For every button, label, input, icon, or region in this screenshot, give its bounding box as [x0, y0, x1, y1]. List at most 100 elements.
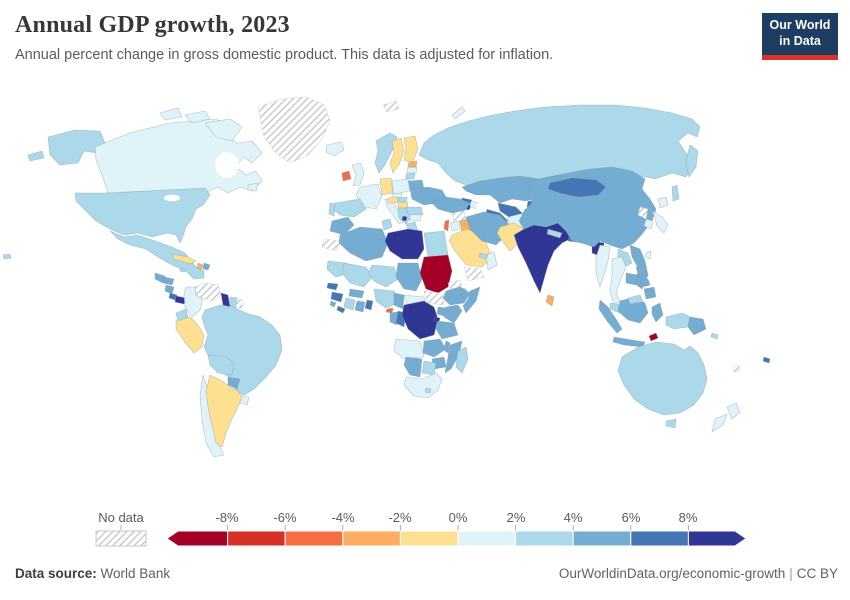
country-aleutians[interactable]: [27, 150, 45, 162]
legend-segment-8[interactable]: [630, 530, 689, 547]
country-niger[interactable]: [367, 264, 399, 288]
legend-segment-6[interactable]: [515, 530, 574, 547]
country-tanzania[interactable]: [435, 320, 459, 340]
country-south-sudan[interactable]: [423, 290, 445, 306]
legend-segment-3[interactable]: [342, 530, 401, 547]
legend-segment-1[interactable]: [227, 530, 286, 547]
country-new-zealand-south[interactable]: [711, 413, 728, 433]
country-honduras[interactable]: [162, 276, 175, 286]
country-slovakia[interactable]: [397, 196, 408, 203]
country-angola[interactable]: [393, 338, 425, 360]
country-taiwan[interactable]: [644, 250, 652, 260]
country-ghana[interactable]: [354, 300, 366, 313]
country-lesotho[interactable]: [424, 387, 432, 394]
country-french-guiana[interactable]: [235, 298, 244, 310]
country-south-korea[interactable]: [643, 218, 654, 230]
country-newfoundland[interactable]: [247, 182, 259, 192]
owid-link[interactable]: OurWorldinData.org/economic-growth: [558, 566, 786, 581]
country-germany[interactable]: [379, 177, 394, 196]
country-greenland[interactable]: [257, 96, 331, 164]
country-panama[interactable]: [174, 295, 187, 305]
country-zambia[interactable]: [422, 338, 447, 358]
country-sulawesi[interactable]: [651, 302, 664, 323]
country-oman[interactable]: [485, 251, 498, 271]
country-costa-rica[interactable]: [168, 292, 178, 301]
country-paraguay[interactable]: [227, 376, 241, 390]
country-romania[interactable]: [405, 206, 424, 216]
country-west-papua[interactable]: [665, 312, 691, 330]
legend-segment-5[interactable]: [457, 530, 517, 547]
country-mali[interactable]: [341, 262, 373, 288]
country-eritrea[interactable]: [447, 279, 463, 290]
country-mexico[interactable]: [109, 230, 205, 280]
country-thailand[interactable]: [609, 256, 627, 306]
country-new-caledonia[interactable]: [732, 364, 741, 373]
country-nepal[interactable]: [546, 228, 563, 239]
country-tasmania[interactable]: [665, 418, 677, 429]
country-guyana[interactable]: [220, 292, 231, 308]
country-poland[interactable]: [391, 178, 411, 195]
country-ivory-coast[interactable]: [343, 297, 356, 311]
country-mongolia[interactable]: [547, 177, 607, 198]
country-austria[interactable]: [387, 196, 399, 204]
no-data-swatch[interactable]: [95, 530, 147, 547]
country-argentina[interactable]: [205, 374, 243, 448]
country-estonia[interactable]: [407, 160, 418, 168]
country-kenya[interactable]: [443, 304, 463, 324]
country-japan-hokkaido[interactable]: [657, 196, 669, 209]
legend-segment-2[interactable]: [284, 530, 344, 547]
country-lithuania[interactable]: [405, 172, 416, 180]
country-ecuador[interactable]: [175, 308, 189, 322]
country-algeria[interactable]: [338, 226, 389, 262]
country-ethiopia[interactable]: [442, 286, 471, 306]
country-ireland[interactable]: [341, 170, 352, 182]
country-egypt[interactable]: [423, 230, 449, 258]
country-australia[interactable]: [617, 341, 708, 416]
country-cameroon[interactable]: [393, 292, 405, 310]
country-liberia[interactable]: [336, 305, 346, 314]
country-finland[interactable]: [403, 135, 419, 164]
country-hawaii[interactable]: [2, 253, 12, 260]
country-spain[interactable]: [332, 198, 367, 218]
country-libya[interactable]: [384, 228, 425, 260]
country-fiji[interactable]: [762, 356, 771, 364]
country-burkina-faso[interactable]: [348, 288, 365, 299]
country-victoria-island[interactable]: [184, 110, 211, 124]
country-togo-benin[interactable]: [364, 299, 374, 311]
country-new-zealand-north[interactable]: [726, 402, 741, 420]
country-latvia[interactable]: [406, 166, 418, 174]
country-kamchatka[interactable]: [685, 144, 699, 178]
country-guinea[interactable]: [330, 291, 344, 303]
country-sakhalin[interactable]: [671, 184, 680, 202]
country-pakistan[interactable]: [496, 222, 525, 252]
country-sweden[interactable]: [389, 137, 405, 174]
country-drc[interactable]: [401, 300, 439, 340]
country-peru[interactable]: [175, 316, 205, 354]
country-jordan[interactable]: [449, 220, 461, 232]
country-svalbard[interactable]: [382, 100, 400, 113]
country-jamaica[interactable]: [179, 267, 187, 273]
country-sri-lanka[interactable]: [545, 294, 555, 307]
country-colombia[interactable]: [183, 286, 204, 318]
country-somalia[interactable]: [462, 286, 481, 314]
country-sierra-leone[interactable]: [329, 300, 337, 308]
country-baffin-island[interactable]: [204, 118, 243, 142]
country-north-borneo[interactable]: [627, 294, 644, 305]
country-luzon[interactable]: [635, 264, 647, 278]
legend-segment-9[interactable]: [687, 530, 747, 547]
country-bolivia[interactable]: [207, 354, 235, 376]
country-cuba[interactable]: [171, 253, 197, 265]
country-south-africa[interactable]: [403, 372, 443, 399]
country-morocco[interactable]: [329, 216, 355, 236]
country-cambodia[interactable]: [625, 272, 639, 286]
country-yemen[interactable]: [463, 266, 485, 282]
country-chad[interactable]: [395, 262, 423, 292]
country-western-sahara[interactable]: [321, 238, 341, 252]
country-malawi[interactable]: [443, 340, 451, 354]
country-mindanao[interactable]: [643, 286, 657, 300]
country-israel[interactable]: [443, 219, 450, 232]
country-montenegro[interactable]: [401, 215, 408, 222]
country-java[interactable]: [612, 336, 646, 348]
country-mozambique[interactable]: [444, 340, 463, 374]
country-madagascar[interactable]: [455, 346, 469, 374]
